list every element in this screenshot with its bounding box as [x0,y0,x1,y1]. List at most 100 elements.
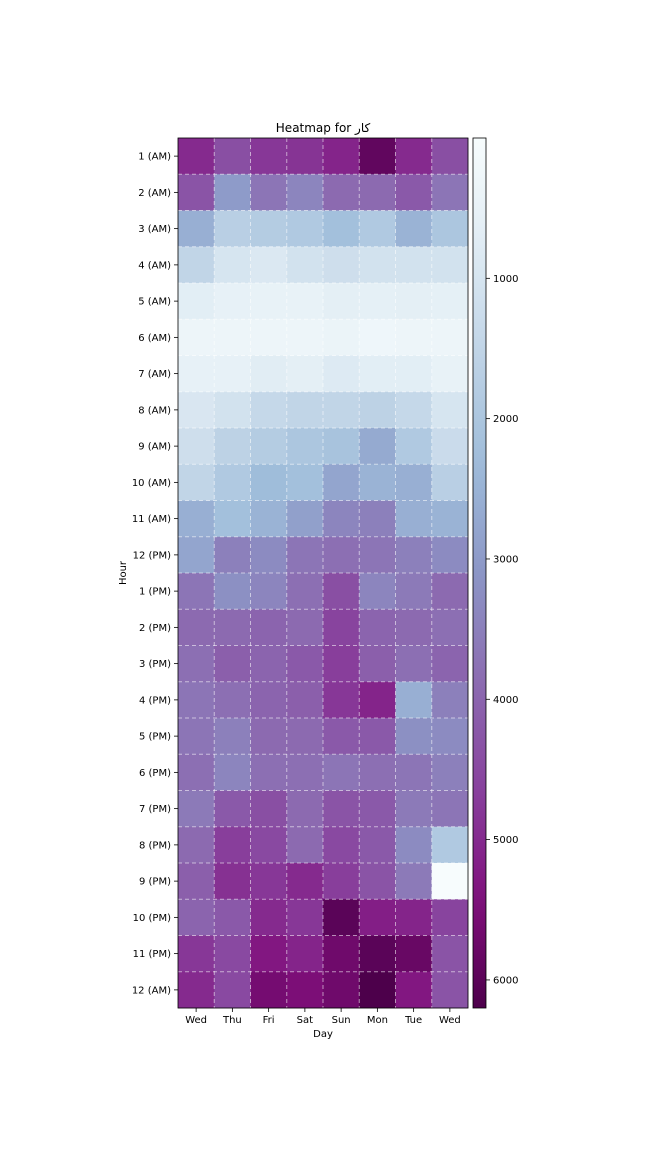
x-axis-label: Day [313,1029,333,1040]
heatmap-cell [214,790,251,828]
y-tick-label: 4 (AM) [138,260,171,271]
heatmap-cell [178,971,215,1009]
heatmap-cell [178,609,215,646]
heatmap-cell [359,428,396,465]
heatmap-cell [323,863,360,900]
heatmap-cell [395,826,433,864]
heatmap-cell [431,428,469,465]
heatmap-cell [323,826,360,864]
heatmap-cell [214,174,251,211]
heatmap-cell [395,355,433,393]
heatmap-cell [250,681,288,719]
heatmap-cell [214,319,251,356]
heatmap-cell [250,573,288,610]
heatmap-cell [214,645,251,683]
heatmap-cell [323,138,360,175]
colorbar-tick-label: 5000 [493,835,518,846]
heatmap-cell [250,899,288,936]
heatmap-cell [359,609,396,646]
heatmap-cell [250,718,288,755]
heatmap-cell [178,210,215,248]
y-tick-label: 9 (AM) [138,442,171,453]
heatmap-cell [431,319,469,356]
heatmap-cell [431,826,469,864]
y-tick-label: 10 (PM) [133,913,171,924]
heatmap-cell [359,210,396,248]
heatmap-cell [431,283,469,320]
heatmap-cell [178,138,215,175]
heatmap-cell [431,536,469,574]
heatmap-cell [250,500,288,538]
heatmap-cell [178,826,215,864]
heatmap-cell [431,174,469,211]
y-tick-label: 5 (AM) [138,297,171,308]
heatmap-cell [286,391,324,429]
heatmap-cell [178,355,215,393]
heatmap-cell [286,536,324,574]
y-tick-label: 1 (AM) [138,152,171,163]
heatmap-cell [323,536,360,574]
heatmap-cell [250,210,288,248]
heatmap-cell [395,899,433,936]
heatmap-cell [250,355,288,393]
heatmap-cell [214,899,251,936]
y-tick-label: 9 (PM) [139,877,171,888]
heatmap-cell [214,718,251,755]
heatmap-cell [431,210,469,248]
heatmap-cell [178,500,215,538]
heatmap-cell [178,899,215,936]
heatmap-cell [431,464,469,501]
heatmap-cell [323,246,360,284]
heatmap-cell [214,863,251,900]
heatmap-cell [286,210,324,248]
heatmap-cell [214,826,251,864]
heatmap-cell [214,500,251,538]
y-tick-label: 1 (PM) [139,587,171,598]
heatmap-cell [250,536,288,574]
heatmap-cell [250,138,288,175]
heatmap-cell [323,609,360,646]
heatmap-cell [178,464,215,501]
heatmap-cell [323,573,360,610]
heatmap-cell [395,500,433,538]
heatmap-cell [250,246,288,284]
heatmap-cell [323,681,360,719]
heatmap-cell [359,319,396,356]
heatmap-cell [178,174,215,211]
y-tick-label: 11 (AM) [132,514,171,525]
heatmap-cell [286,283,324,320]
heatmap-cell [323,210,360,248]
heatmap-cell [431,138,469,175]
y-tick-label: 2 (AM) [138,188,171,199]
heatmap-cell [431,935,469,973]
heatmap-cell [250,391,288,429]
x-tick-label: Thu [222,1015,242,1026]
x-tick-label: Mon [367,1015,388,1026]
y-tick-label: 3 (PM) [139,659,171,670]
heatmap-cell [250,863,288,900]
colorbar-tick-label: 1000 [493,274,518,285]
heatmap-cell [214,935,251,973]
heatmap-cell [178,391,215,429]
heatmap-cell [359,391,396,429]
heatmap-cell [431,355,469,393]
heatmap-cell [395,573,433,610]
heatmap-cell [323,391,360,429]
chart-title: Heatmap for کار [276,121,371,136]
heatmap-cell [286,319,324,356]
heatmap-cell [323,645,360,683]
heatmap-cell [214,391,251,429]
heatmap-cell [359,355,396,393]
heatmap-cell [178,645,215,683]
heatmap-cell [395,428,433,465]
heatmap-cell [178,681,215,719]
heatmap-cell [286,826,324,864]
heatmap-cell [395,935,433,973]
heatmap-cell [431,863,469,900]
heatmap-cell [395,464,433,501]
heatmap-cell [250,609,288,646]
colorbar-gradient [472,137,487,1009]
y-tick-label: 12 (PM) [133,550,171,561]
heatmap-cell [395,283,433,320]
heatmap-cell [214,246,251,284]
